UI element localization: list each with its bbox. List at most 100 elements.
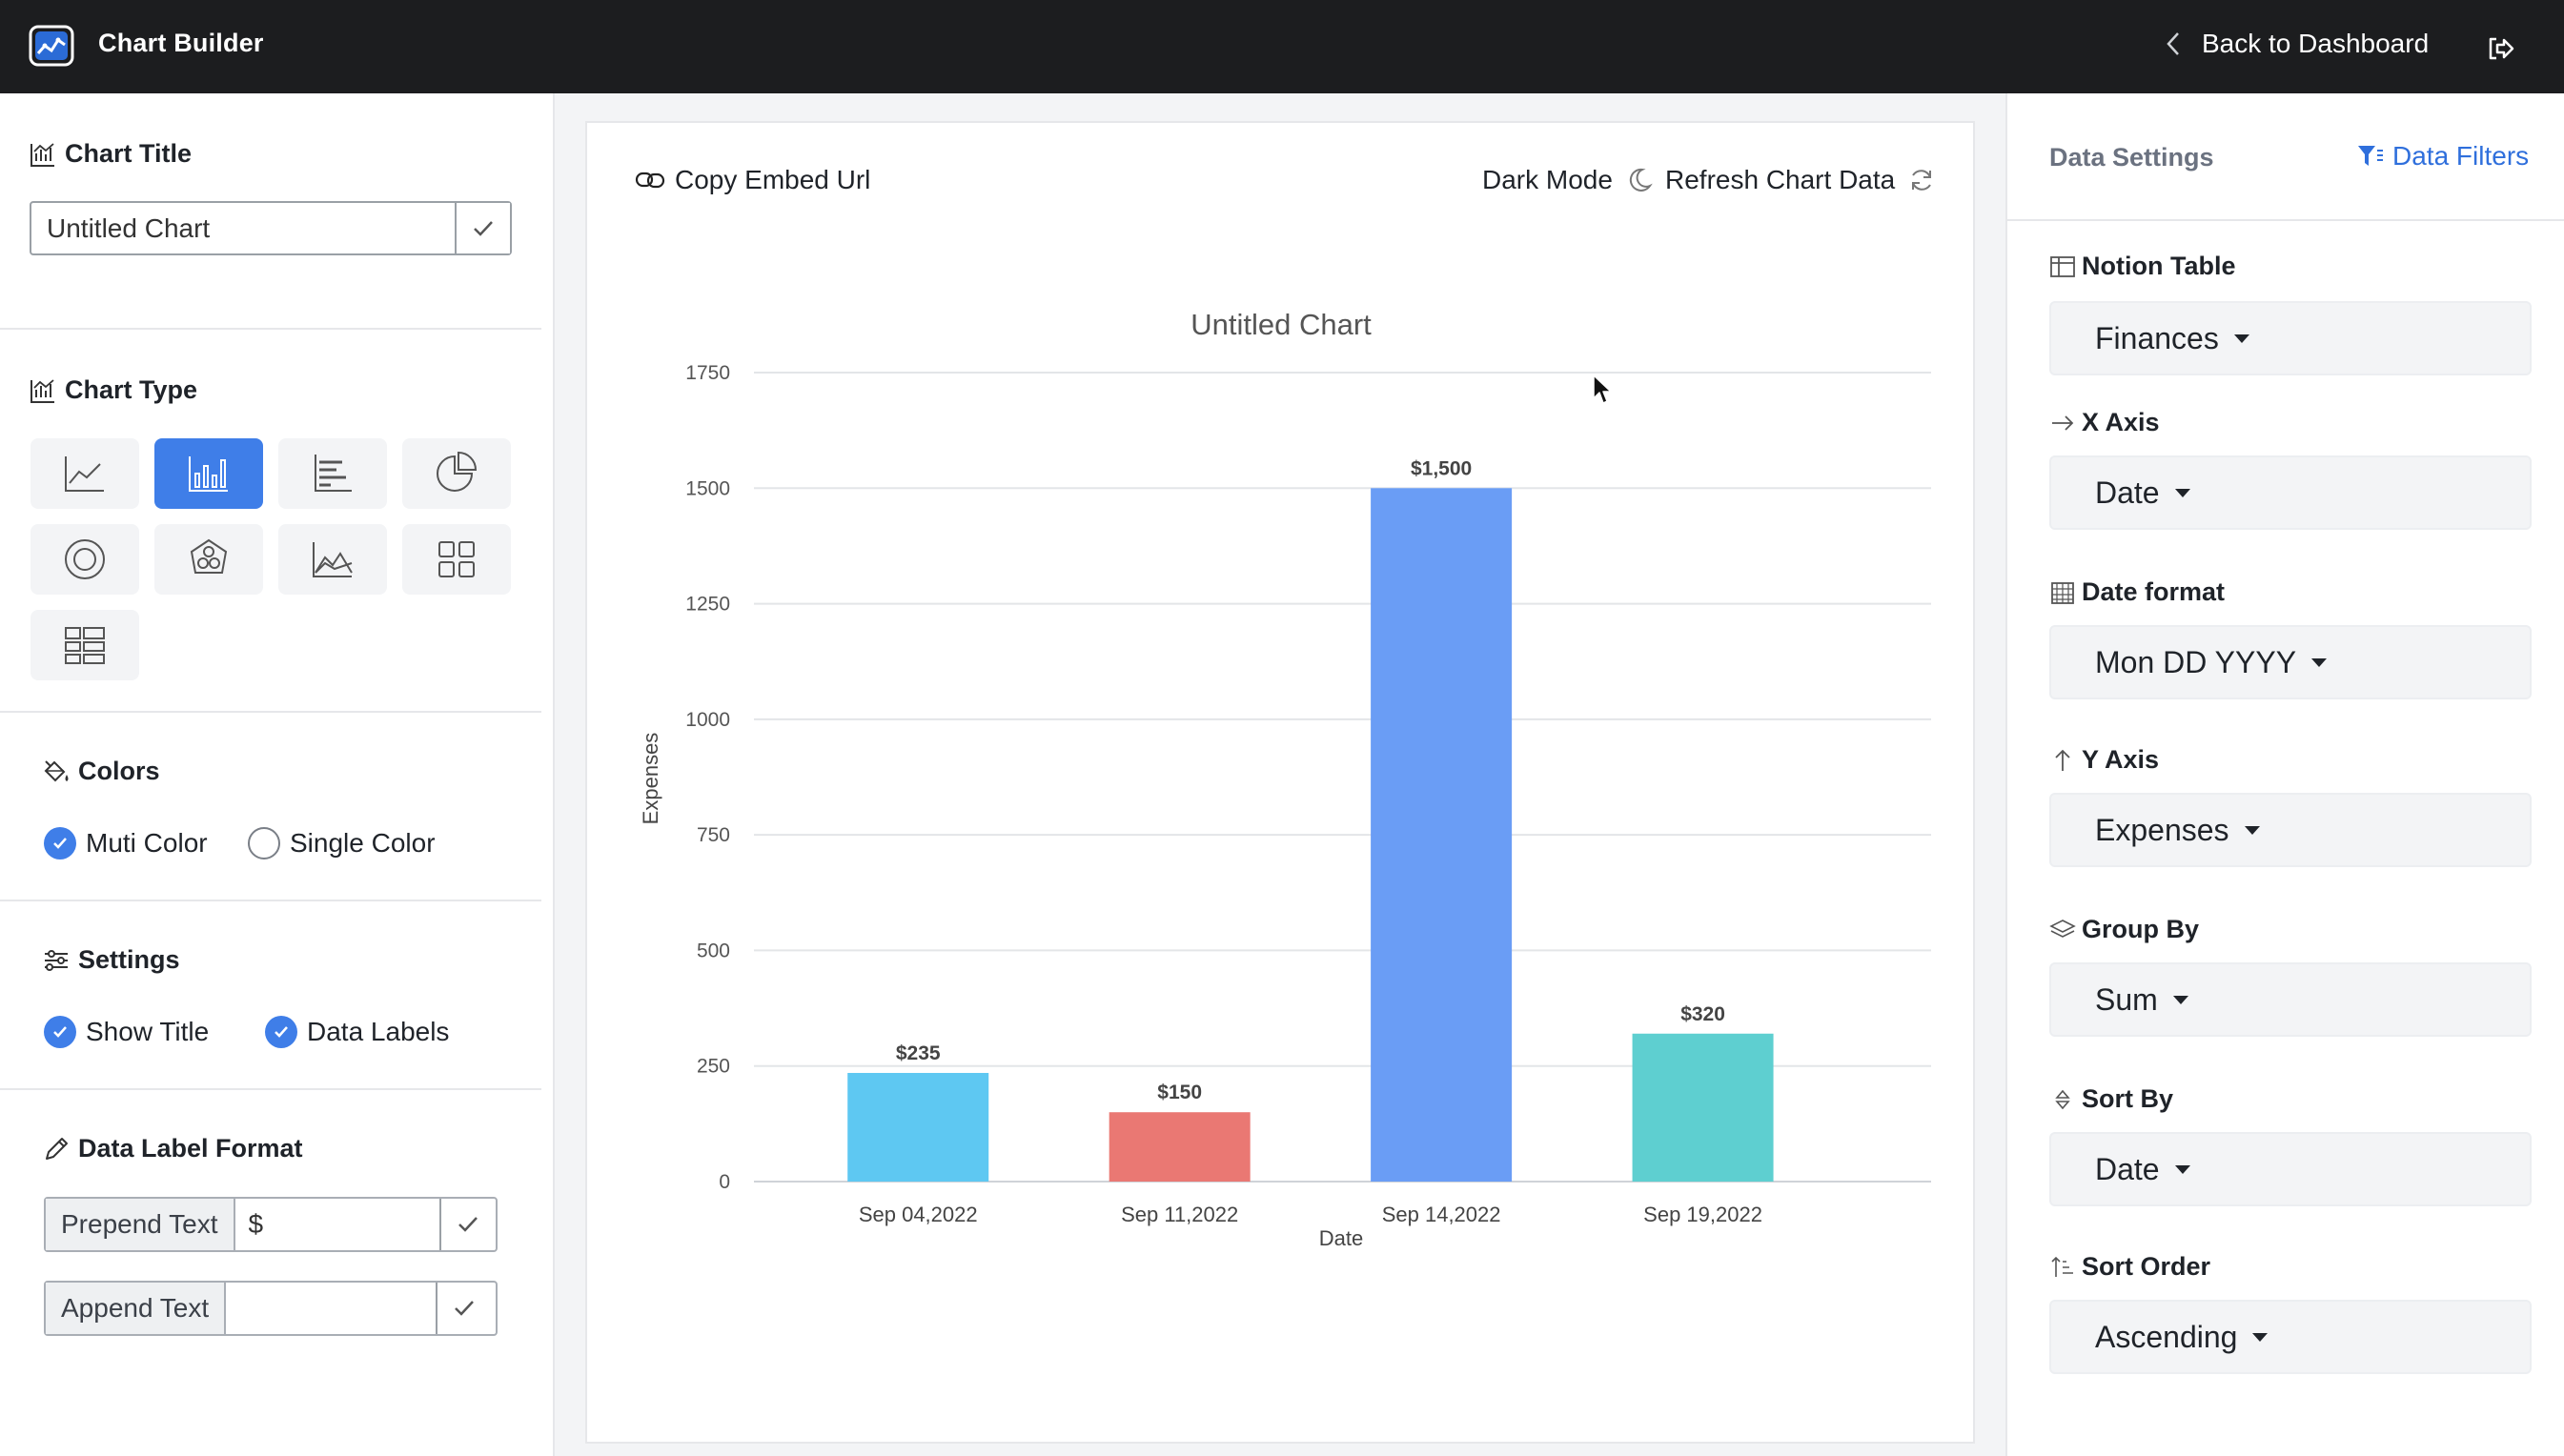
check-icon [474,220,493,236]
chart-type-donut-button[interactable] [31,524,139,595]
divider [0,328,541,330]
sort-order-label: Sort Order [2049,1252,2210,1282]
check-icon [455,1301,475,1316]
notion-table-label-text: Notion Table [2082,252,2236,280]
chart-x-ticks: Sep 04,2022 Sep 11,2022 Sep 14,2022 Sep 19,… [859,1203,1762,1226]
chevron-left-icon [2167,32,2179,55]
sort-icon [2055,1089,2070,1109]
date-format-label: Date format [2049,577,2225,607]
moon-icon [1629,168,1653,192]
chart-type-area-button[interactable] [278,524,387,595]
refresh-chart-data-button[interactable]: Refresh Chart Data [1665,165,1935,195]
single-color-radio[interactable]: Single Color [248,827,436,859]
table-icon [65,627,105,664]
multi-color-radio[interactable]: Muti Color [44,827,208,859]
mouse-cursor-icon [1593,374,1612,404]
sort-by-label: Sort By [2049,1084,2173,1114]
y-tick-label: 1000 [685,709,730,731]
caret-down-icon [2233,334,2249,343]
y-axis-field-label: Y Axis [2049,745,2159,775]
arrow-up-icon [2055,749,2070,771]
chart-preview-panel: Copy Embed Url Dark Mode Refresh Chart D… [585,121,1975,1444]
chart-title-input[interactable] [31,203,455,253]
settings-heading: Settings [42,945,180,975]
chart-title-heading-label: Chart Title [65,139,193,168]
top-bar: Chart Builder Back to Dashboard [0,0,2564,93]
copy-embed-url-button[interactable]: Copy Embed Url [635,165,870,195]
checkbox-checked-indicator[interactable] [44,1016,76,1048]
paint-bucket-icon [44,759,69,781]
grid-icon [438,541,475,577]
prepend-text-input-group: Prepend Text [44,1197,498,1252]
chart-bars [847,488,1774,1182]
append-text-input[interactable] [226,1283,437,1334]
sort-by-select[interactable]: Date [2049,1132,2532,1206]
chart-logo-icon[interactable] [29,25,74,67]
x-tick-label: Sep 11,2022 [1121,1203,1238,1226]
logout-icon[interactable] [2486,34,2514,63]
divider [0,1088,541,1090]
chart-y-ticks: 0 250 500 750 1000 1250 1500 1750 [685,362,730,1193]
pencil-icon [46,1137,68,1160]
y-axis-label: Expenses [639,733,662,825]
x-axis-value: Date [2095,475,2160,510]
date-format-value: Mon DD YYYY [2095,644,2297,679]
data-filters-button[interactable]: Data Filters [2356,141,2529,172]
chart-type-horizontal-bar-button[interactable] [278,438,387,509]
checkbox-checked-indicator[interactable] [265,1016,297,1048]
y-tick-label: 1250 [685,594,730,616]
data-labels-checkbox[interactable]: Data Labels [265,1016,449,1048]
y-axis-field-label-text: Y Axis [2082,745,2160,774]
chart-grid [754,372,1931,1183]
x-axis-select[interactable]: Date [2049,455,2532,530]
append-text-confirm-button[interactable] [436,1283,492,1334]
colors-heading: Colors [42,757,160,786]
sort-order-select[interactable]: Ascending [2049,1300,2532,1374]
group-by-label: Group By [2049,915,2199,944]
notion-table-select[interactable]: Finances [2049,301,2532,375]
horizontal-bar-chart-icon [315,455,352,492]
pie-chart-icon [437,451,478,492]
radio-selected-indicator[interactable] [44,827,76,859]
chart-type-grid-button[interactable] [402,524,511,595]
chart-type-heading-label: Chart Type [65,375,198,404]
chart-title-input-group [30,201,512,255]
bar [847,1072,989,1182]
show-title-checkbox[interactable]: Show Title [44,1016,209,1048]
y-tick-label: 1750 [685,362,730,384]
chart-title-confirm-button[interactable] [455,203,510,253]
check-icon [53,1026,67,1038]
x-tick-label: Sep 19,2022 [1643,1203,1762,1226]
dark-mode-toggle[interactable]: Dark Mode [1482,165,1653,195]
back-to-dashboard-link[interactable]: Back to Dashboard [2166,29,2429,59]
check-icon [275,1026,288,1038]
chart-type-polar-button[interactable] [154,524,263,595]
chart-type-pie-button[interactable] [402,438,511,509]
prepend-text-input[interactable] [234,1199,439,1250]
sort-by-label-text: Sort By [2082,1084,2174,1113]
chart-title: Untitled Chart [1190,308,1372,341]
caret-down-icon [2174,1164,2190,1174]
data-label: $150 [1157,1082,1202,1103]
colors-heading-label: Colors [78,757,160,785]
append-text-label: Append Text [46,1283,227,1334]
chart-type-table-button[interactable] [31,610,139,680]
bar [1109,1112,1251,1182]
caret-down-icon [2311,657,2328,667]
y-tick-label: 1500 [685,477,730,499]
layers-icon [2049,919,2076,938]
caret-down-icon [2252,1332,2269,1342]
chart-type-bar-button[interactable] [154,438,263,509]
chart-type-line-button[interactable] [31,438,139,509]
group-by-select[interactable]: Sum [2049,962,2532,1037]
bar [1371,488,1513,1182]
refresh-icon [1912,170,1932,191]
radio-unselected-indicator[interactable] [248,827,280,859]
data-label: $235 [896,1042,941,1064]
prepend-text-confirm-button[interactable] [438,1199,495,1250]
date-format-label-text: Date format [2082,577,2226,606]
app-title: Chart Builder [98,29,264,57]
table-icon [2050,255,2075,277]
y-axis-select[interactable]: Expenses [2049,793,2532,867]
date-format-select[interactable]: Mon DD YYYY [2049,625,2532,699]
